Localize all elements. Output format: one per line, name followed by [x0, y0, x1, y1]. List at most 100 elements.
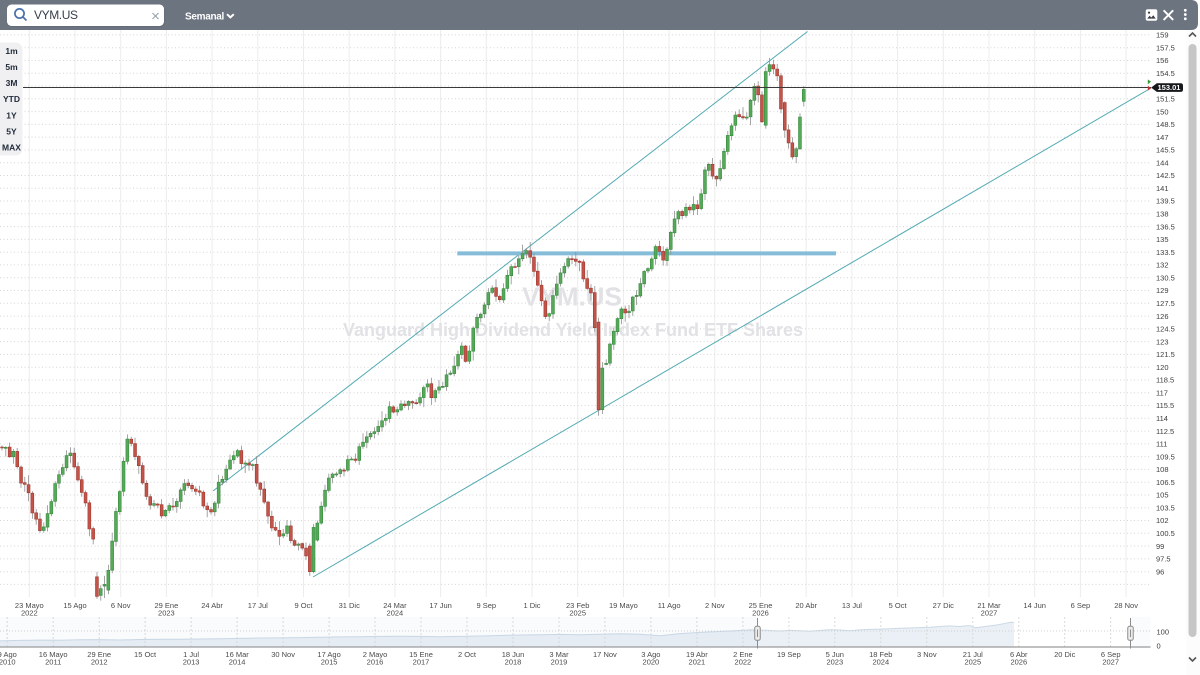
svg-text:2014: 2014: [229, 657, 246, 666]
svg-text:1 Dic: 1 Dic: [523, 601, 540, 610]
svg-text:24 Abr: 24 Abr: [201, 601, 223, 610]
svg-text:5 Jun: 5 Jun: [826, 650, 844, 659]
svg-text:109.5: 109.5: [1156, 452, 1175, 461]
svg-text:5m: 5m: [5, 62, 18, 72]
svg-text:3M: 3M: [6, 78, 18, 88]
svg-text:5 Oct: 5 Oct: [889, 601, 908, 610]
svg-text:6 Sep: 6 Sep: [1101, 650, 1121, 659]
svg-text:VYM.US: VYM.US: [522, 282, 622, 312]
svg-text:123: 123: [1156, 337, 1169, 346]
svg-text:27 Dic: 27 Dic: [933, 601, 955, 610]
svg-text:150: 150: [1156, 107, 1169, 116]
svg-text:105: 105: [1156, 491, 1169, 500]
svg-text:16 Mar: 16 Mar: [225, 650, 249, 659]
svg-text:14 Jun: 14 Jun: [1023, 601, 1046, 610]
svg-text:136.5: 136.5: [1156, 222, 1175, 231]
svg-text:153.01: 153.01: [1158, 83, 1181, 92]
svg-text:108: 108: [1156, 465, 1169, 474]
svg-text:2010: 2010: [0, 657, 16, 666]
svg-text:102: 102: [1156, 516, 1169, 525]
svg-text:157.5: 157.5: [1156, 43, 1175, 52]
svg-text:2022: 2022: [21, 608, 38, 617]
svg-text:23 Mayo: 23 Mayo: [15, 601, 44, 610]
svg-text:142.5: 142.5: [1156, 171, 1175, 180]
svg-text:2 Oct: 2 Oct: [458, 650, 477, 659]
svg-text:2025: 2025: [964, 657, 981, 666]
svg-text:9 Oct: 9 Oct: [295, 601, 314, 610]
svg-text:18 Feb: 18 Feb: [869, 650, 892, 659]
svg-text:15 Ago: 15 Ago: [63, 601, 86, 610]
svg-text:Vanguard High Dividend Yield I: Vanguard High Dividend Yield Index Fund …: [343, 320, 803, 340]
svg-text:139.5: 139.5: [1156, 197, 1175, 206]
svg-text:16 Mayo: 16 Mayo: [39, 650, 68, 659]
svg-text:124.5: 124.5: [1156, 325, 1175, 334]
svg-text:3 Mar: 3 Mar: [549, 650, 569, 659]
svg-text:24 Mar: 24 Mar: [383, 601, 407, 610]
svg-text:25 Ene: 25 Ene: [749, 601, 773, 610]
svg-text:20 Abr: 20 Abr: [795, 601, 817, 610]
svg-text:103.5: 103.5: [1156, 504, 1175, 513]
svg-text:2027: 2027: [981, 608, 998, 617]
svg-text:2022: 2022: [735, 657, 752, 666]
svg-text:29 Ene: 29 Ene: [155, 601, 179, 610]
svg-text:115.5: 115.5: [1156, 401, 1174, 410]
svg-text:VYM.US: VYM.US: [34, 8, 78, 22]
svg-text:129: 129: [1156, 286, 1169, 295]
svg-text:6 Abr: 6 Abr: [1010, 650, 1028, 659]
svg-text:2012: 2012: [91, 657, 108, 666]
svg-text:144: 144: [1156, 158, 1169, 167]
svg-text:2017: 2017: [413, 657, 430, 666]
svg-text:159: 159: [1156, 31, 1169, 40]
svg-text:19 Mayo: 19 Mayo: [609, 601, 638, 610]
svg-text:3 Nov: 3 Nov: [917, 650, 937, 659]
svg-text:1Y: 1Y: [6, 110, 17, 120]
svg-text:2011: 2011: [45, 657, 61, 666]
svg-text:23 Feb: 23 Feb: [566, 601, 589, 610]
svg-text:114: 114: [1156, 414, 1168, 423]
svg-text:17 Ago: 17 Ago: [317, 650, 340, 659]
svg-text:147: 147: [1156, 133, 1169, 142]
svg-text:30 Nov: 30 Nov: [271, 650, 295, 659]
svg-text:99: 99: [1156, 542, 1164, 551]
svg-text:2021: 2021: [689, 657, 706, 666]
svg-text:2026: 2026: [752, 608, 769, 617]
svg-text:127.5: 127.5: [1156, 299, 1175, 308]
svg-text:138: 138: [1156, 210, 1169, 219]
svg-text:2023: 2023: [826, 657, 843, 666]
svg-text:112.5: 112.5: [1156, 427, 1174, 436]
svg-text:121.5: 121.5: [1156, 350, 1175, 359]
svg-text:Semanal: Semanal: [185, 11, 225, 22]
svg-text:145.5: 145.5: [1156, 146, 1175, 155]
svg-text:21 Jul: 21 Jul: [963, 650, 983, 659]
svg-text:2013: 2013: [183, 657, 200, 666]
svg-text:2025: 2025: [569, 608, 586, 617]
svg-text:106.5: 106.5: [1156, 478, 1175, 487]
svg-text:2 Ene: 2 Ene: [733, 650, 753, 659]
svg-text:1m: 1m: [5, 46, 18, 56]
svg-text:9 Ago: 9 Ago: [0, 650, 17, 659]
svg-text:2019: 2019: [551, 657, 568, 666]
svg-text:151.5: 151.5: [1156, 95, 1175, 104]
svg-text:17 Jun: 17 Jun: [429, 601, 452, 610]
svg-text:19 Sep: 19 Sep: [777, 650, 801, 659]
svg-text:141: 141: [1156, 184, 1169, 193]
svg-text:120: 120: [1156, 363, 1169, 372]
svg-text:13 Jul: 13 Jul: [842, 601, 862, 610]
svg-text:130.5: 130.5: [1156, 273, 1175, 282]
svg-text:2 Nov: 2 Nov: [705, 601, 725, 610]
svg-text:156: 156: [1156, 56, 1169, 65]
svg-text:100: 100: [1157, 627, 1170, 636]
svg-text:2027: 2027: [1102, 657, 1119, 666]
svg-text:96: 96: [1156, 567, 1164, 576]
svg-text:0: 0: [1157, 641, 1161, 650]
svg-text:3 Ago: 3 Ago: [641, 650, 660, 659]
svg-text:148.5: 148.5: [1156, 120, 1175, 129]
svg-text:2024: 2024: [387, 608, 404, 617]
svg-text:11 Ago: 11 Ago: [658, 601, 681, 610]
svg-text:MAX: MAX: [2, 143, 21, 153]
svg-text:2023: 2023: [158, 608, 175, 617]
svg-text:18 Jun: 18 Jun: [502, 650, 525, 659]
svg-text:111: 111: [1156, 440, 1167, 449]
svg-text:2 Mayo: 2 Mayo: [363, 650, 388, 659]
svg-text:135: 135: [1156, 235, 1169, 244]
